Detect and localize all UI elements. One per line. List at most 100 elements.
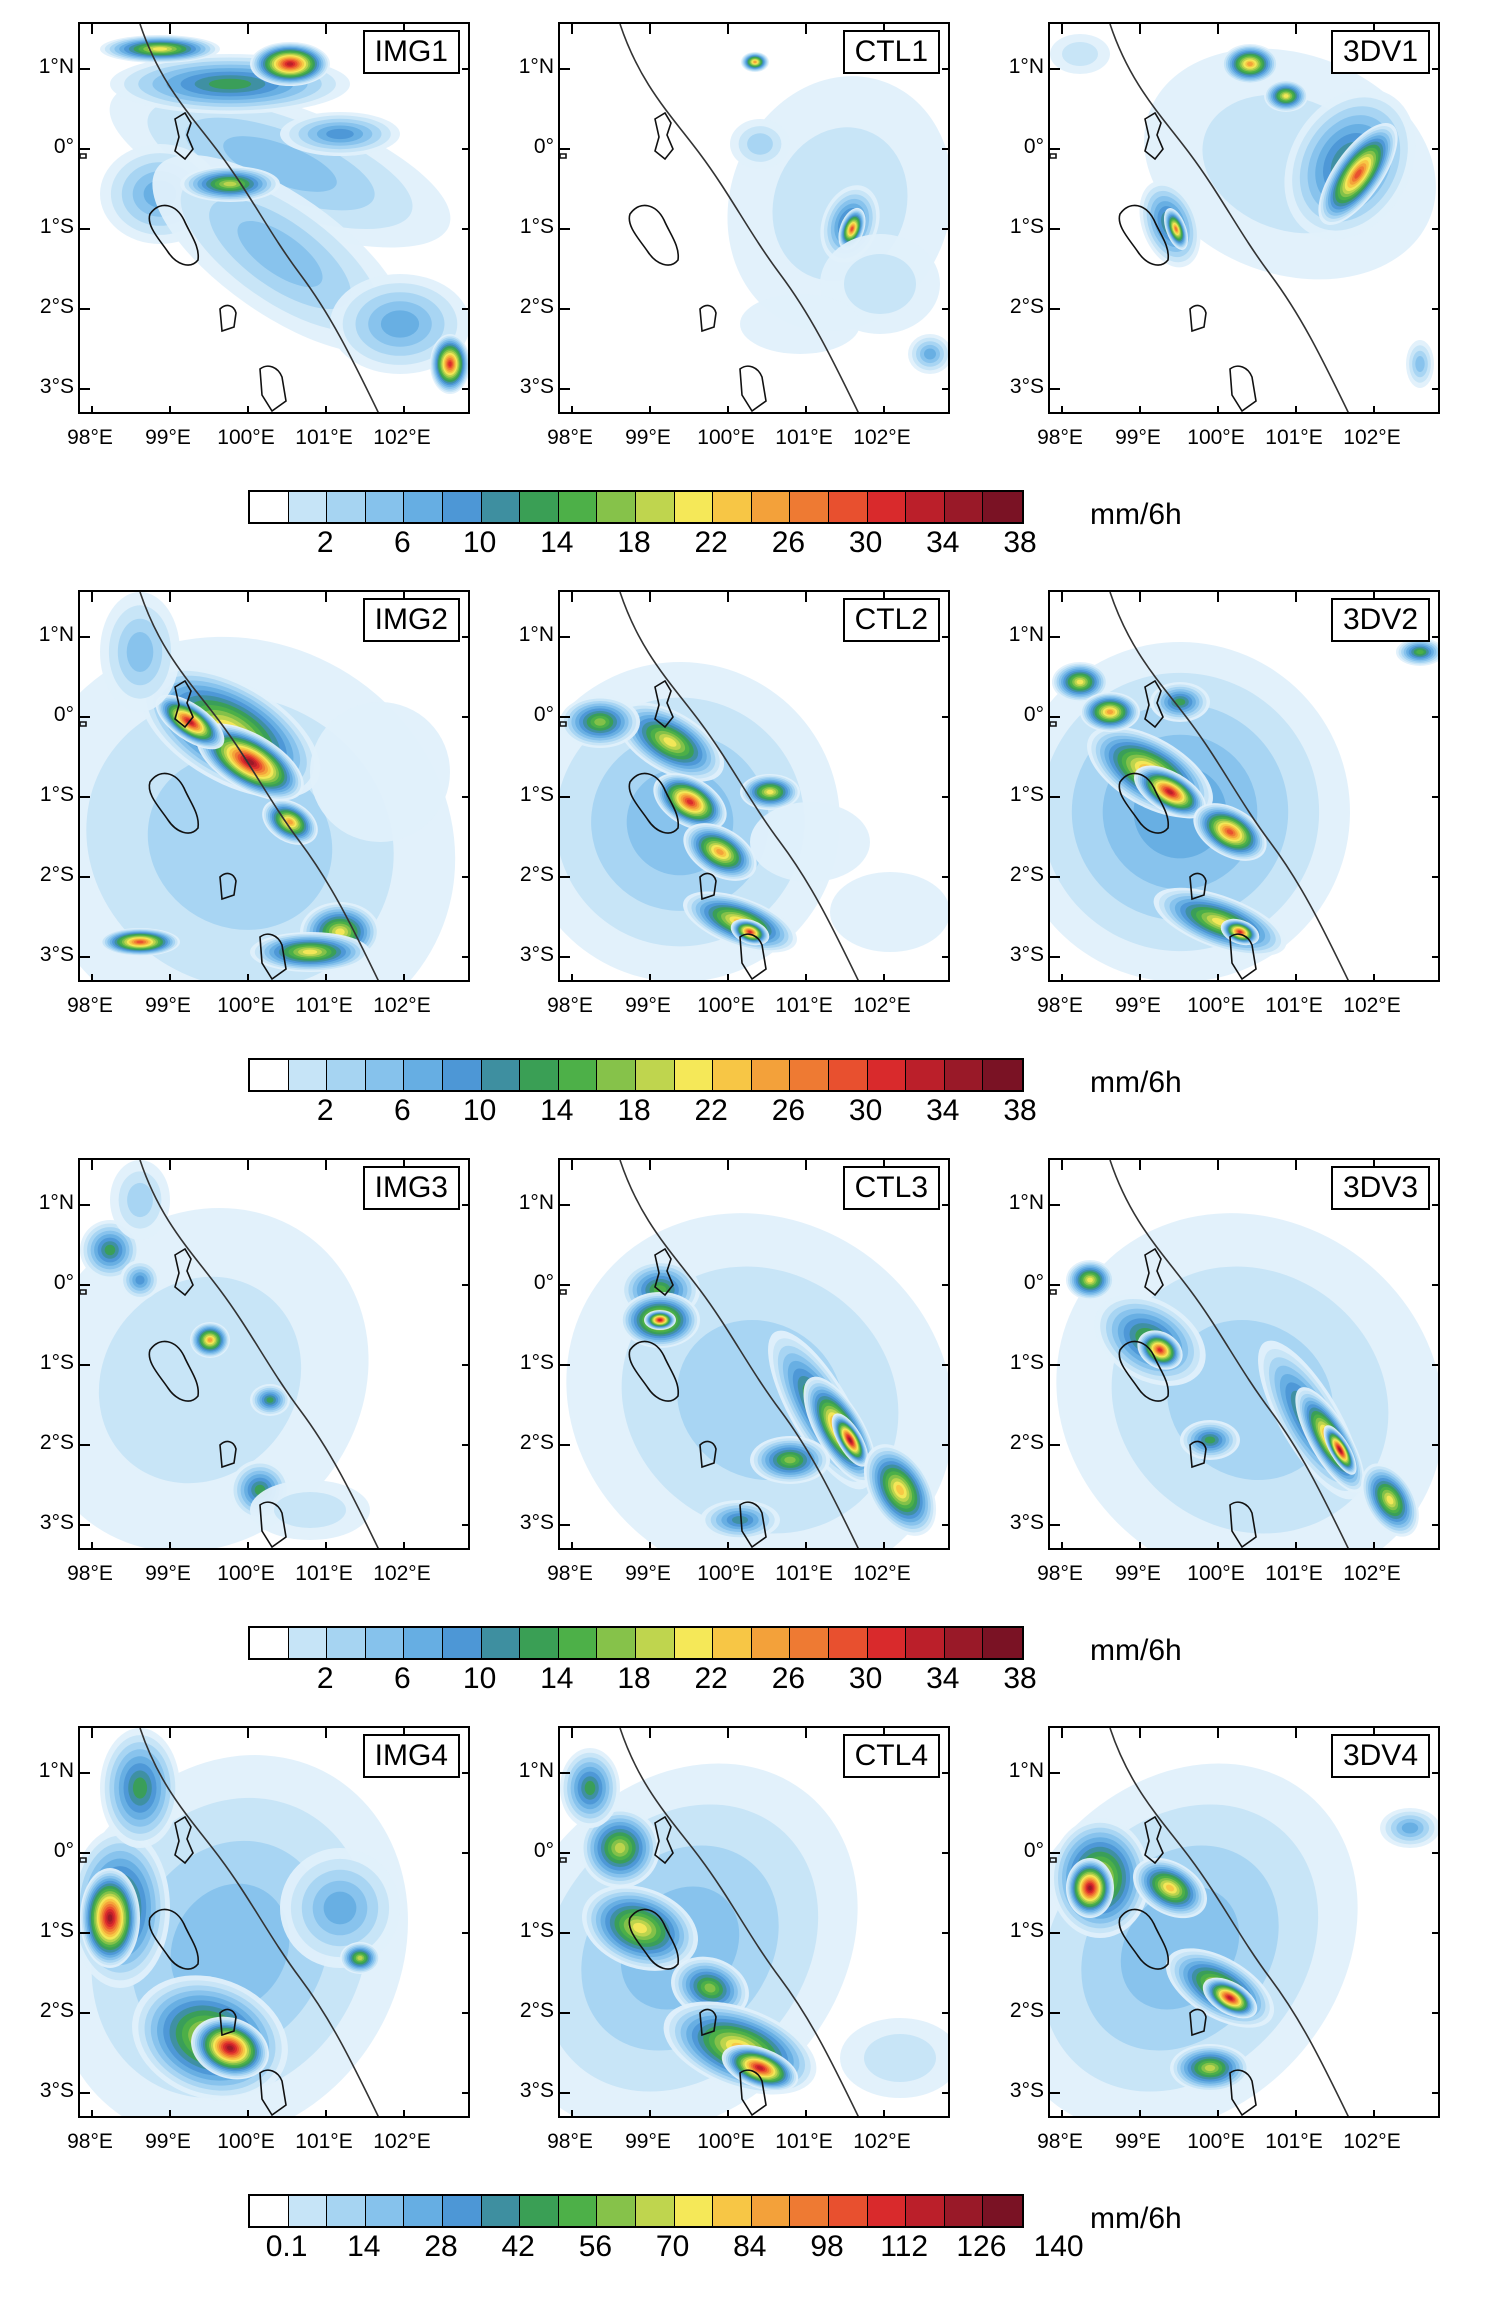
precip-contour: [107, 1914, 113, 1922]
colorbar-tick-label: 6: [394, 1094, 411, 1127]
longitude-label: 99°E: [145, 426, 191, 449]
latitude-label: 0°: [533, 1839, 554, 1862]
colorbar-swatch: [713, 2196, 752, 2226]
island-outline: [1118, 1908, 1170, 1970]
longitude-label: 99°E: [625, 1562, 671, 1585]
longitude-label: 99°E: [625, 426, 671, 449]
precip-contour: [1415, 356, 1425, 372]
longitude-label: 99°E: [625, 2130, 671, 2153]
longitude-label: 99°E: [145, 2130, 191, 2153]
map-panel: 3DV4: [1048, 1726, 1440, 2118]
colorbar-swatch: [674, 1060, 714, 1090]
island-outline: [1144, 1247, 1164, 1297]
latitude-label: 1°S: [519, 1919, 554, 1942]
colorbar-swatch: [944, 2196, 984, 2226]
island-outline: [219, 2008, 237, 2037]
precip-contour: [1204, 2064, 1216, 2072]
colorbar-tick-label: 10: [462, 1094, 497, 1127]
colorbar-tick-label: 34: [926, 526, 960, 559]
colorbar-swatch: [867, 492, 907, 522]
latitude-label: 1°S: [1009, 1919, 1044, 1942]
latitude-label: 2°S: [519, 1431, 554, 1454]
panel-label: CTL1: [842, 30, 940, 74]
coastline: [139, 1160, 379, 1548]
island-outline: [1144, 679, 1164, 729]
colorbar-swatch: [597, 1628, 636, 1658]
panel-label: 3DV1: [1330, 30, 1430, 74]
latitude-label: 3°S: [39, 375, 74, 398]
latitude-label: 3°S: [519, 1511, 554, 1534]
precip-map: [1050, 592, 1438, 980]
island-outline: [739, 365, 767, 412]
colorbar-swatch: [751, 1628, 791, 1658]
colorbar-tick-label: 38: [1003, 1662, 1037, 1695]
panel-label: CTL4: [842, 1734, 940, 1778]
longitude-label: 102°E: [373, 994, 431, 1017]
island-outline: [628, 772, 680, 834]
precip-contour: [1087, 1277, 1093, 1283]
colorbar-swatch: [558, 492, 598, 522]
colorbar-swatch: [867, 1060, 907, 1090]
colorbar-swatch: [597, 1060, 636, 1090]
colorbar-swatch: [983, 492, 1022, 522]
colorbar-swatch: [520, 2196, 559, 2226]
colorbar-swatch: [558, 1060, 598, 1090]
precip-contour: [756, 2066, 764, 2070]
island-outline: [699, 2008, 717, 2037]
precip-contour: [766, 789, 774, 795]
colorbar-unit: mm/6h: [1090, 1066, 1182, 1099]
colorbar-tick-label: 38: [1003, 1094, 1037, 1127]
colorbar-swatch: [404, 1628, 443, 1658]
colorbar-unit: mm/6h: [1090, 1634, 1182, 1667]
colorbar-tick-label: 2: [316, 1094, 334, 1127]
colorbar-swatch: [558, 1628, 598, 1658]
colorbar-swatch: [597, 492, 636, 522]
colorbar-tick-label: 10: [462, 1662, 497, 1695]
latitude-label: 1°N: [38, 55, 74, 78]
colorbar-swatch: [327, 2196, 366, 2226]
latitude-label: 1°N: [38, 1191, 74, 1214]
colorbar-swatch: [713, 1628, 752, 1658]
island-outline: [739, 933, 767, 980]
precip-map: [560, 24, 948, 412]
precip-map: [80, 1160, 468, 1548]
precip-map: [80, 1728, 468, 2116]
latitude-label: 2°S: [519, 863, 554, 886]
coastline: [1109, 1728, 1349, 2116]
colorbar-swatch: [327, 1628, 366, 1658]
colorbar-swatch: [404, 2196, 443, 2226]
longitude-label: 100°E: [697, 426, 755, 449]
precip-map: [80, 24, 468, 412]
latitude-label: 1°S: [39, 215, 74, 238]
latitude-label: 3°S: [39, 1511, 74, 1534]
latitude-label: 2°S: [39, 863, 74, 886]
precip-contour: [848, 1437, 852, 1443]
colorbar-swatch: [983, 1628, 1022, 1658]
longitude-label: 99°E: [1115, 1562, 1161, 1585]
longitude-label: 100°E: [217, 994, 275, 1017]
colorbar-tick-label: 38: [1003, 526, 1037, 559]
longitude-label: 99°E: [625, 994, 671, 1017]
latitude-label: 3°S: [519, 943, 554, 966]
latitude-label: 0°: [1023, 1271, 1044, 1294]
latitude-label: 1°S: [1009, 1351, 1044, 1374]
colorbar-swatch: [442, 1060, 482, 1090]
colorbar-swatch: [558, 2196, 598, 2226]
precip-contour: [1386, 1495, 1394, 1505]
precip-contour: [302, 949, 318, 955]
panel-label: 3DV2: [1330, 598, 1430, 642]
longitude-label: 100°E: [217, 426, 275, 449]
colorbar-swatch: [404, 1060, 443, 1090]
coastline: [619, 24, 859, 412]
longitude-label: 101°E: [775, 2130, 833, 2153]
precip-contour: [748, 930, 752, 934]
island-outline: [80, 1857, 87, 1863]
longitude-label: 102°E: [1343, 1562, 1401, 1585]
latitude-label: 0°: [53, 1271, 74, 1294]
precip-contour: [614, 1842, 626, 1854]
longitude-label: 102°E: [1343, 2130, 1401, 2153]
precip-contour: [127, 1182, 153, 1218]
latitude-label: 3°S: [519, 375, 554, 398]
precip-contour: [274, 1492, 346, 1528]
island-outline: [80, 153, 87, 159]
